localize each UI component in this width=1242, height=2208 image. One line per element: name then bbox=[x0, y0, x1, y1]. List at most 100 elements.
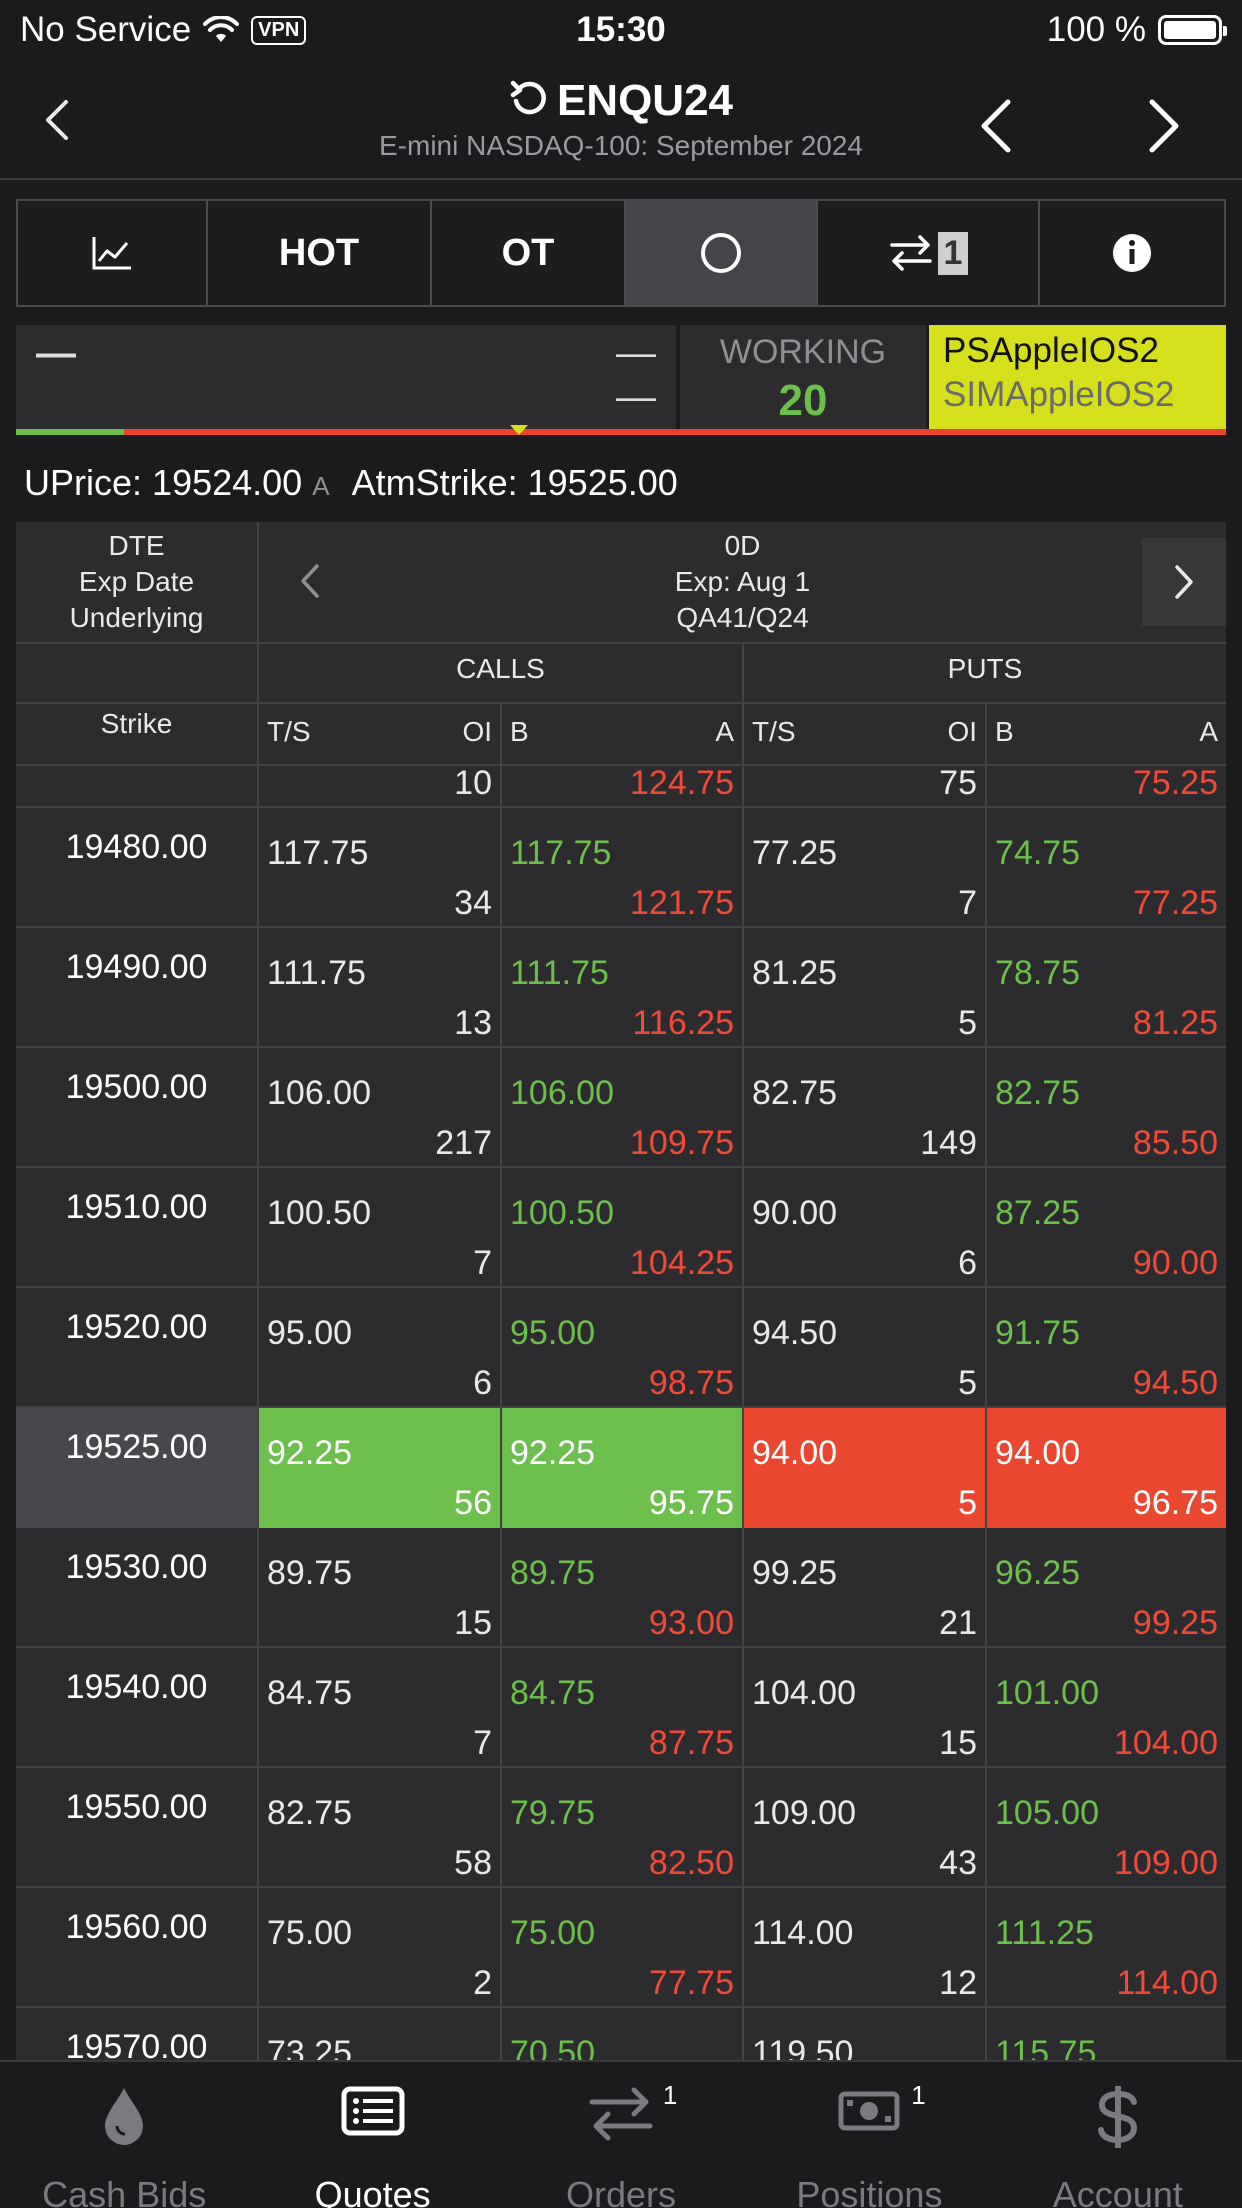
put-trade-oi-cell[interactable]: 104.00 15 bbox=[744, 1648, 987, 1768]
call-bid-ask-cell[interactable]: 117.75 121.75 bbox=[502, 808, 744, 928]
put-bid-ask-cell[interactable]: 74.75 77.25 bbox=[995, 834, 1218, 922]
call-bid-ask-cell[interactable]: 95.00 98.75 bbox=[502, 1288, 744, 1408]
options-tab[interactable] bbox=[626, 201, 818, 305]
call-trade-oi-cell[interactable]: 10 bbox=[259, 766, 502, 808]
orders-arrows-icon bbox=[589, 2087, 653, 2141]
chevron-right-icon bbox=[1175, 565, 1193, 599]
call-bid-ask-cell[interactable]: 79.75 82.50 bbox=[502, 1768, 744, 1888]
quotes-list-icon bbox=[341, 2086, 405, 2136]
refresh-icon[interactable] bbox=[509, 79, 549, 119]
call-trade-oi-cell[interactable]: 73.25 bbox=[259, 2008, 502, 2060]
call-bid-ask-cell[interactable]: 124.75 bbox=[502, 766, 744, 808]
put-trade-oi-cell[interactable]: 81.25 5 bbox=[744, 928, 987, 1048]
account-selector[interactable]: PSAppleIOS2 SIMAppleIOS2 bbox=[929, 325, 1226, 429]
table-row[interactable]: 19570.00 73.25 70.50 119.50 115.75 bbox=[16, 2008, 1226, 2060]
table-row[interactable]: 19500.00 106.00 217 106.00 109.75 82.75 149 82.… bbox=[16, 1048, 1226, 1168]
orders-tab[interactable]: 1 bbox=[818, 201, 1040, 305]
put-bid-ask-cell[interactable]: 101.00 104.00 bbox=[995, 1674, 1218, 1762]
next-expiry-button[interactable] bbox=[1142, 538, 1226, 626]
tab-positions[interactable]: 1 Positions bbox=[796, 2080, 943, 2208]
call-bid-ask-cell[interactable]: 92.25 95.75 bbox=[502, 1408, 744, 1528]
pnl-panel[interactable]: — — — bbox=[16, 325, 676, 429]
put-trade-oi-cell[interactable]: 82.75 149 bbox=[744, 1048, 987, 1168]
table-row[interactable]: 19530.00 89.75 15 89.75 93.00 99.25 21 96.25 99.… bbox=[16, 1528, 1226, 1648]
info-tab[interactable] bbox=[1040, 201, 1224, 305]
put-bid-ask-cell[interactable]: 87.25 90.00 bbox=[995, 1194, 1218, 1282]
put-trade-oi-cell[interactable]: 119.50 bbox=[744, 2008, 987, 2060]
strike-cell: 19470.00 bbox=[16, 766, 259, 808]
call-bid-ask-cell[interactable]: 84.75 87.75 bbox=[502, 1648, 744, 1768]
call-bid-ask-cell[interactable]: 89.75 93.00 bbox=[502, 1528, 744, 1648]
call-trade-oi-cell[interactable]: 100.50 7 bbox=[259, 1168, 502, 1288]
put-bid-ask-cell[interactable]: 111.25 114.00 bbox=[995, 1914, 1218, 2002]
hot-tab[interactable]: HOT bbox=[208, 201, 432, 305]
chevron-left-icon bbox=[46, 100, 68, 140]
tab-orders[interactable]: 1 Orders bbox=[566, 2080, 678, 2208]
puts-header: PUTS bbox=[947, 653, 1023, 684]
table-row[interactable]: 19550.00 82.75 58 79.75 82.50 109.00 43 105.00 1… bbox=[16, 1768, 1226, 1888]
put-trade-oi-cell[interactable]: 114.00 12 bbox=[744, 1888, 987, 2008]
table-row[interactable]: 19540.00 84.75 7 84.75 87.75 104.00 15 101.00 10… bbox=[16, 1648, 1226, 1768]
call-bid-ask-cell[interactable]: 111.75 116.25 bbox=[502, 928, 744, 1048]
working-orders[interactable]: WORKING 20 bbox=[680, 325, 926, 429]
call-bid-ask-cell[interactable]: 70.50 bbox=[502, 2008, 744, 2060]
bottom-tab-bar: Cash Bids Quotes 1 Orders 1 Positions Ac… bbox=[0, 2060, 1242, 2208]
orders-tab-badge: 1 bbox=[662, 2080, 678, 2110]
next-contract-button[interactable] bbox=[1148, 98, 1180, 159]
put-trade-oi-cell[interactable]: 94.50 5 bbox=[744, 1288, 987, 1408]
table-row[interactable]: 19480.00 117.75 34 117.75 121.75 77.25 7 74.75 7… bbox=[16, 808, 1226, 928]
dte-header: DTE Exp Date Underlying bbox=[16, 522, 259, 644]
working-label: WORKING bbox=[719, 333, 887, 371]
call-bid-ask-cell[interactable]: 106.00 109.75 bbox=[502, 1048, 744, 1168]
call-trade-oi-cell[interactable]: 95.00 6 bbox=[259, 1288, 502, 1408]
put-bid-ask-cell[interactable]: 82.75 85.50 bbox=[995, 1074, 1218, 1162]
call-trade-oi-cell[interactable]: 84.75 7 bbox=[259, 1648, 502, 1768]
table-row[interactable]: 19520.00 95.00 6 95.00 98.75 94.50 5 91.75 94.50 bbox=[16, 1288, 1226, 1408]
previous-contract-button[interactable] bbox=[980, 98, 1012, 159]
back-button[interactable] bbox=[44, 98, 70, 147]
strike-cell: 19550.00 bbox=[16, 1768, 259, 1888]
table-row[interactable]: 19490.00 111.75 13 111.75 116.25 81.25 5 78.75 8… bbox=[16, 928, 1226, 1048]
tab-quotes[interactable]: Quotes bbox=[248, 2062, 496, 2208]
call-trade-oi-cell[interactable]: 89.75 15 bbox=[259, 1528, 502, 1648]
strike-cell: 19570.00 bbox=[16, 2008, 259, 2060]
put-bid-ask-cell[interactable]: 91.75 94.50 bbox=[995, 1314, 1218, 1402]
call-trade-oi-cell[interactable]: 82.75 58 bbox=[259, 1768, 502, 1888]
put-bid-ask-cell[interactable]: 115.75 bbox=[995, 2034, 1097, 2060]
put-trade-oi-cell[interactable]: 99.25 21 bbox=[744, 1528, 987, 1648]
tab-cash-bids[interactable]: Cash Bids bbox=[0, 2062, 248, 2208]
call-bid-ask-cell[interactable]: 75.00 77.75 bbox=[502, 1888, 744, 2008]
uprice-value: 19524.00 bbox=[152, 462, 303, 503]
wifi-icon bbox=[203, 16, 240, 42]
call-trade-oi-cell[interactable]: 117.75 34 bbox=[259, 808, 502, 928]
put-trade-oi-cell[interactable]: 77.25 7 bbox=[744, 808, 987, 928]
put-bid-ask-cell[interactable]: 78.75 81.25 bbox=[995, 954, 1218, 1042]
call-trade-oi-cell[interactable]: 75.00 2 bbox=[259, 1888, 502, 2008]
table-row[interactable]: 19525.00 92.25 56 92.25 95.75 94.00 5 94.00 96.7… bbox=[16, 1408, 1226, 1528]
call-bid-ask-cell[interactable]: 100.50 104.25 bbox=[502, 1168, 744, 1288]
table-row[interactable]: 19510.00 100.50 7 100.50 104.25 90.00 6 87.25 90… bbox=[16, 1168, 1226, 1288]
positions-tab-badge: 1 bbox=[911, 2080, 926, 2110]
put-trade-oi-cell[interactable]: 94.00 5 bbox=[744, 1408, 987, 1528]
ot-tab[interactable]: OT bbox=[432, 201, 626, 305]
calls-header: CALLS bbox=[259, 644, 744, 704]
put-bid-ask-cell[interactable]: 94.00 96.75 bbox=[987, 1408, 1226, 1528]
put-trade-oi-cell[interactable]: 90.00 6 bbox=[744, 1168, 987, 1288]
put-trade-oi-cell[interactable]: 109.00 43 bbox=[744, 1768, 987, 1888]
chart-tab[interactable] bbox=[18, 201, 208, 305]
tab-account[interactable]: Account bbox=[994, 2062, 1242, 2208]
call-trade-oi-cell[interactable]: 106.00 217 bbox=[259, 1048, 502, 1168]
put-bid-ask-cell[interactable]: 75.25 bbox=[1132, 766, 1218, 802]
table-row[interactable]: 19560.00 75.00 2 75.00 77.75 114.00 12 111.25 11… bbox=[16, 1888, 1226, 2008]
put-bid-ask-cell[interactable]: 96.25 99.25 bbox=[995, 1554, 1218, 1642]
account-secondary: SIMAppleIOS2 bbox=[943, 375, 1175, 414]
put-bid-ask-cell[interactable]: 105.00 109.00 bbox=[995, 1794, 1218, 1882]
strike-cell: 19510.00 bbox=[16, 1168, 259, 1288]
call-trade-oi-cell[interactable]: 111.75 13 bbox=[259, 928, 502, 1048]
call-trade-oi-cell[interactable]: 92.25 56 bbox=[259, 1408, 502, 1528]
put-trade-oi-cell[interactable]: 75 bbox=[744, 766, 987, 808]
previous-expiry-button[interactable] bbox=[299, 562, 321, 609]
